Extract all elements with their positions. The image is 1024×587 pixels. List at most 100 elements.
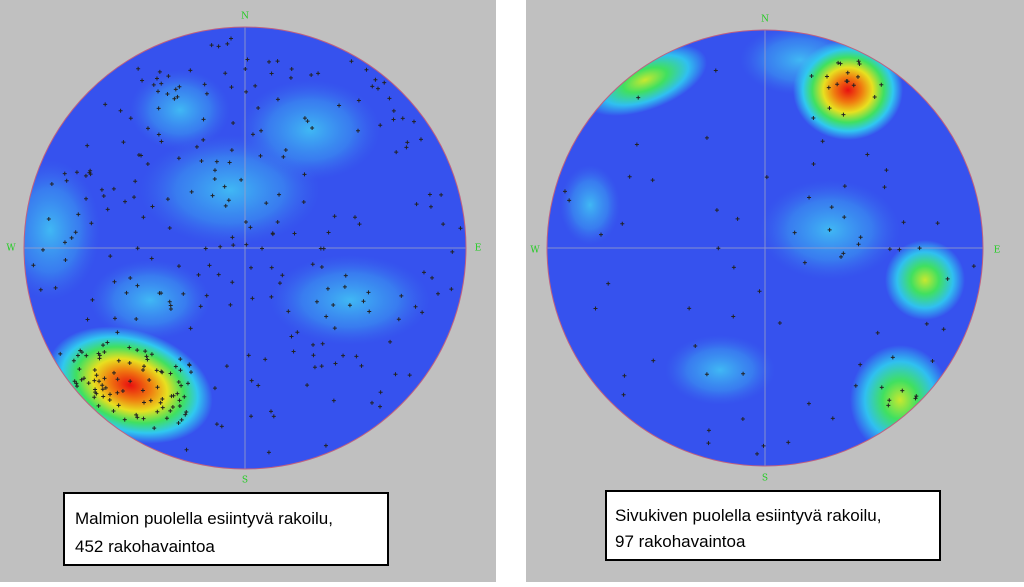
observation-cross [324, 314, 329, 319]
observation-cross [105, 207, 110, 212]
observation-cross [143, 349, 148, 354]
observation-cross [85, 143, 90, 148]
observation-cross [135, 415, 140, 420]
observation-cross [599, 232, 604, 237]
observation-cross [226, 198, 231, 203]
observation-cross [856, 59, 861, 64]
observation-cross [838, 61, 843, 66]
observation-cross [155, 385, 160, 390]
observation-cross [341, 353, 346, 358]
compass-south: S [762, 474, 768, 484]
observation-cross [622, 373, 627, 378]
observation-cross [157, 69, 162, 74]
observation-cross [141, 367, 146, 372]
observation-cross [388, 339, 393, 344]
observation-cross [123, 199, 128, 204]
observation-cross [352, 215, 357, 220]
observation-cross [122, 417, 127, 422]
observation-cross [249, 378, 254, 383]
observation-cross [243, 66, 248, 71]
observation-cross [178, 357, 183, 362]
observation-cross [593, 306, 598, 311]
observation-cross [786, 440, 791, 445]
observation-cross [319, 265, 324, 270]
observation-cross [256, 106, 261, 111]
observation-cross [128, 379, 133, 384]
observation-cross [354, 354, 359, 359]
observation-cross [270, 232, 275, 237]
observation-cross [312, 365, 317, 370]
observation-cross [115, 377, 120, 382]
observation-cross [343, 273, 348, 278]
observation-cross [79, 350, 84, 355]
observation-cross [302, 116, 307, 121]
observation-cross [302, 172, 307, 177]
observation-cross [884, 168, 889, 173]
observation-cross [827, 227, 832, 232]
observation-cross [170, 404, 175, 409]
observation-cross [407, 373, 412, 378]
observation-cross [72, 379, 77, 384]
observation-cross [133, 179, 138, 184]
observation-cross [319, 364, 324, 369]
observation-cross [275, 59, 280, 64]
observation-cross [124, 290, 129, 295]
observation-cross [250, 132, 255, 137]
observation-cross [326, 230, 331, 235]
observation-cross [295, 330, 300, 335]
observation-cross [250, 296, 255, 301]
observation-cross [210, 193, 215, 198]
observation-cross [184, 447, 189, 452]
observation-cross [399, 293, 404, 298]
observation-cross [314, 299, 319, 304]
observation-cross [378, 123, 383, 128]
observation-cross [79, 377, 84, 382]
observation-cross [75, 353, 80, 358]
observation-cross [458, 226, 463, 231]
observation-cross [620, 221, 625, 226]
observation-cross [879, 385, 884, 390]
observation-cross [107, 398, 112, 403]
observation-cross [179, 383, 184, 388]
observation-cross [418, 137, 423, 142]
observation-cross [349, 59, 354, 64]
observation-cross [166, 74, 171, 79]
observation-cross [258, 153, 263, 158]
observation-cross [103, 385, 108, 390]
observation-cross [154, 76, 159, 81]
observation-cross [185, 381, 190, 386]
observation-cross [411, 119, 416, 124]
observation-cross [144, 354, 149, 359]
observation-cross [331, 303, 336, 308]
observation-cross [99, 187, 104, 192]
observation-cross [49, 182, 54, 187]
observation-cross [855, 74, 860, 79]
observation-cross [414, 202, 419, 207]
observation-cross [253, 83, 258, 88]
observation-cross [323, 443, 328, 448]
observation-cross [266, 450, 271, 455]
observation-cross [811, 115, 816, 120]
observation-cross [375, 86, 380, 91]
observation-cross [164, 416, 169, 421]
observation-cross [243, 220, 248, 225]
observation-cross [227, 160, 232, 165]
observation-cross [897, 247, 902, 252]
observation-cross [369, 400, 374, 405]
observation-cross [741, 371, 746, 376]
observation-cross [945, 276, 950, 281]
observation-cross [229, 85, 234, 90]
observation-cross [430, 275, 435, 280]
observation-cross [223, 71, 228, 76]
observation-cross [96, 351, 101, 356]
observation-cross [157, 291, 162, 296]
observation-cross [269, 71, 274, 76]
observation-cross [58, 351, 63, 356]
observation-cross [405, 140, 410, 145]
observation-cross [229, 36, 234, 41]
observation-cross [755, 451, 760, 456]
observation-cross [777, 320, 782, 325]
observation-cross [216, 44, 221, 49]
observation-cross [84, 196, 89, 201]
observation-cross [567, 198, 572, 203]
